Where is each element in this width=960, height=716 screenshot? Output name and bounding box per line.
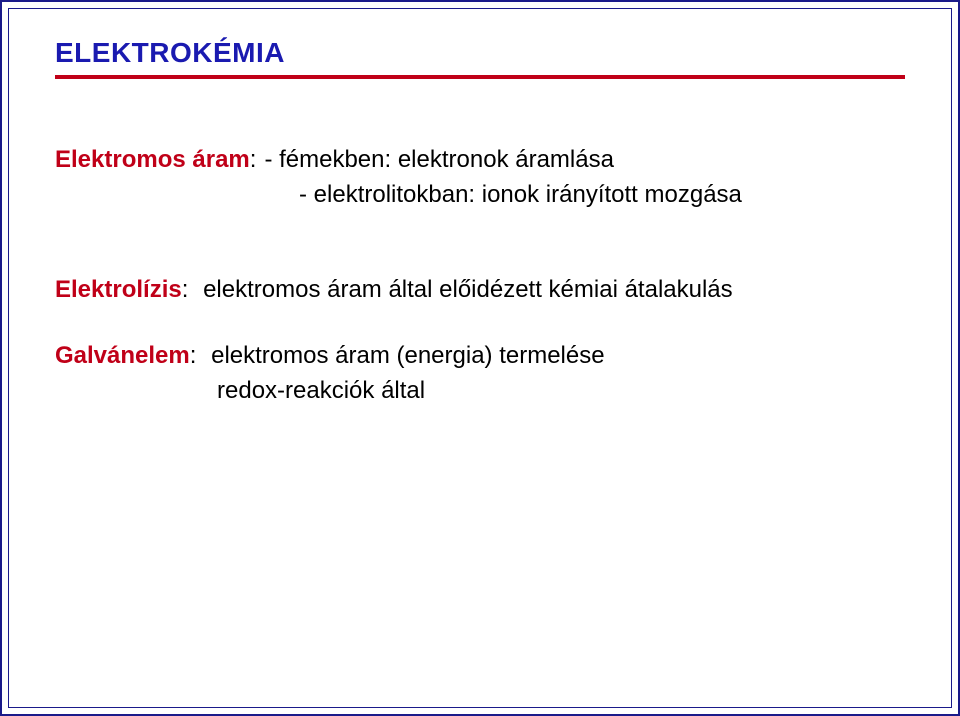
label-colon: : — [182, 276, 189, 303]
label-colon: : — [250, 146, 257, 173]
line1-text: - fémekben: elektronok áramlása — [264, 143, 905, 178]
line2-text: - elektrolitokban: ionok irányított mozg… — [299, 178, 905, 213]
label-text: Galvánelem — [55, 342, 190, 369]
slide-outer-frame: ELEKTROKÉMIA Elektromos áram: - fémekben… — [0, 0, 960, 716]
definition-row-1: Elektromos áram: - fémekben: elektronok … — [55, 143, 905, 178]
slide-inner-frame: ELEKTROKÉMIA Elektromos áram: - fémekben… — [8, 8, 952, 708]
label-text: Elektromos áram — [55, 146, 250, 173]
label-text: Elektrolízis — [55, 276, 182, 303]
paragraph-galvanelem: Galvánelem: elektromos áram (energia) te… — [55, 339, 905, 409]
title-rule — [55, 75, 905, 79]
label-elektrolizis: Elektrolízis: — [55, 276, 203, 303]
para2-text: elektromos áram (energia) termelése — [211, 342, 604, 369]
label-galvanelem: Galvánelem: — [55, 342, 211, 369]
paragraph-elektrolizis: Elektrolízis: elektromos áram által elői… — [55, 273, 905, 308]
label-colon: : — [190, 342, 197, 369]
para1-text: elektromos áram által előidézett kémiai … — [203, 276, 733, 303]
slide-content: Elektromos áram: - fémekben: elektronok … — [55, 143, 905, 409]
label-elektromos-aram: Elektromos áram: — [55, 143, 264, 178]
para2-line2: redox-reakciók által — [217, 374, 905, 409]
slide-title: ELEKTROKÉMIA — [55, 37, 905, 69]
